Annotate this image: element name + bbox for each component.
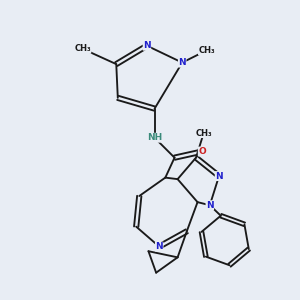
Text: CH₃: CH₃ (74, 44, 91, 53)
Text: CH₃: CH₃ (198, 46, 215, 55)
Text: N: N (206, 201, 214, 210)
Text: CH₃: CH₃ (195, 129, 212, 138)
Text: NH: NH (147, 133, 162, 142)
Text: N: N (178, 58, 186, 67)
Text: O: O (198, 147, 206, 156)
Text: N: N (215, 172, 223, 181)
Text: N: N (143, 41, 151, 50)
Text: N: N (155, 242, 163, 251)
